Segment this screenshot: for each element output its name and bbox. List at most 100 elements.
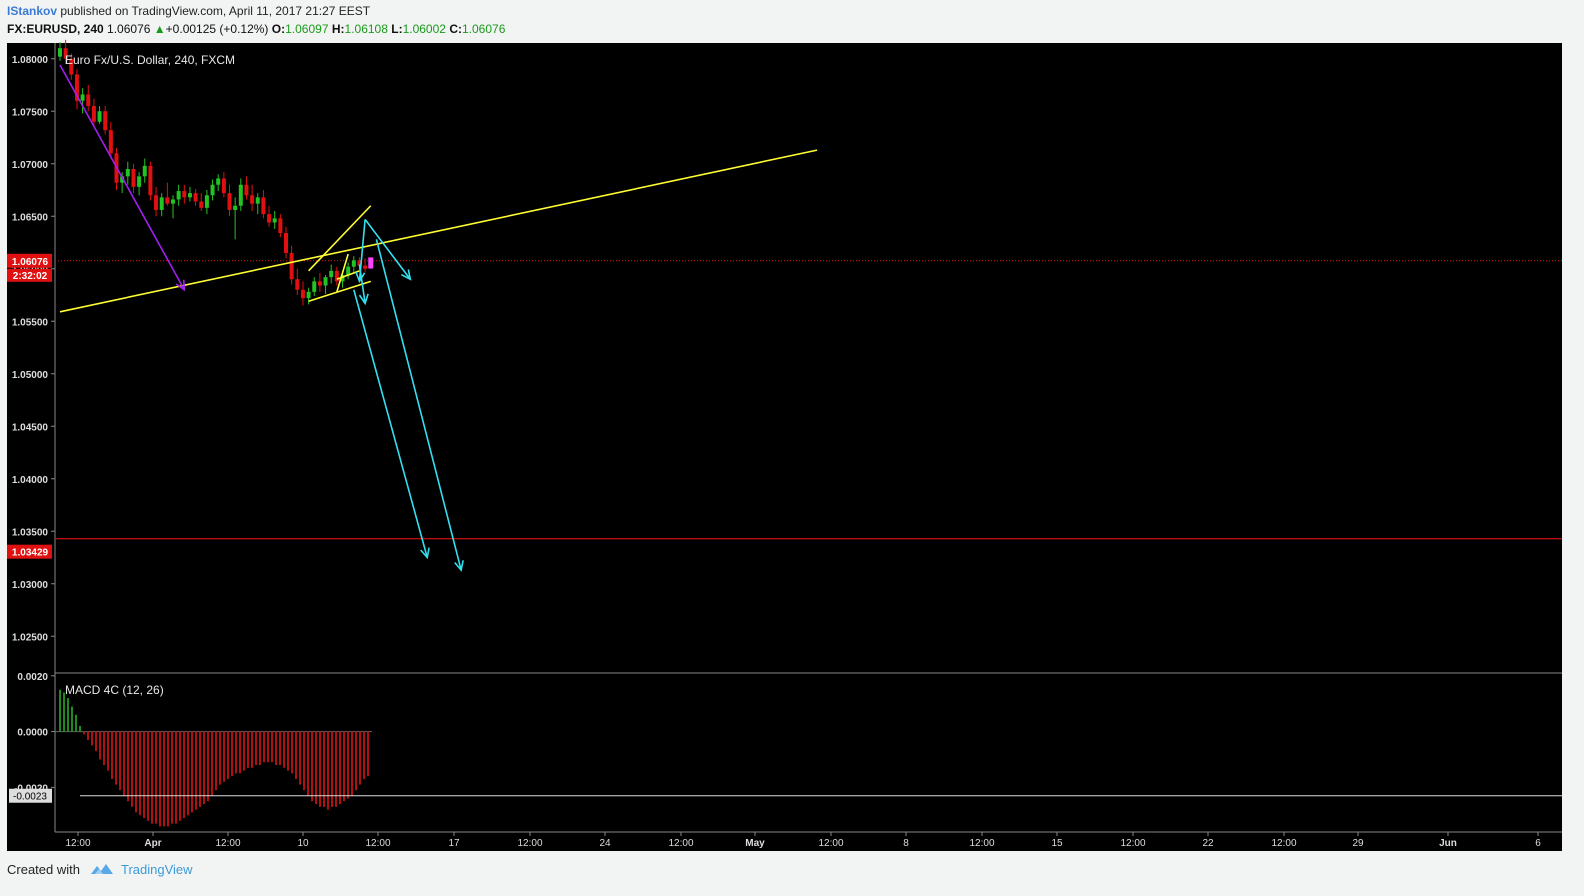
candle-body xyxy=(284,233,288,253)
time-tick-label: 12:00 xyxy=(365,838,390,849)
purple-down-arrow-head xyxy=(175,279,186,292)
candle-body xyxy=(317,281,322,286)
candle-body xyxy=(278,218,283,234)
cyan-arrow-4-head xyxy=(420,547,430,560)
macd-badge-label: -0.0023 xyxy=(13,792,47,803)
high-value: 1.06108 xyxy=(344,22,388,36)
candle-body xyxy=(329,270,334,278)
wedge-lower-trendline xyxy=(308,280,371,303)
tradingview-logo-icon[interactable] xyxy=(90,862,114,879)
time-tick-label: 24 xyxy=(599,838,611,849)
last-candle-highlight xyxy=(368,257,374,269)
price-tick-label: 1.03500 xyxy=(12,527,49,538)
candle-body xyxy=(159,197,164,210)
cyan-arrow-4 xyxy=(353,289,429,558)
close-label: C: xyxy=(449,22,462,36)
candle-body xyxy=(289,253,294,280)
candle-body xyxy=(346,266,351,276)
candle-body xyxy=(182,191,187,198)
candle-body xyxy=(295,279,300,290)
time-tick-label: 22 xyxy=(1202,838,1214,849)
time-tick-label: 12:00 xyxy=(215,838,240,849)
publish-info: IStankov published on TradingView.com, A… xyxy=(7,4,370,18)
time-tick-label: Jun xyxy=(1439,838,1457,849)
time-tick-label: 12:00 xyxy=(969,838,994,849)
time-tick-label: 15 xyxy=(1051,838,1063,849)
candle-body xyxy=(69,58,74,75)
cyan-arrow-1-head xyxy=(358,293,369,306)
candle-body xyxy=(171,199,175,204)
symbol-label: FX:EURUSD, 240 xyxy=(7,22,104,36)
candle-body xyxy=(148,165,153,196)
cyan-arrow-5 xyxy=(375,239,462,571)
time-tick-label: 10 xyxy=(297,838,309,849)
time-tick-label: Apr xyxy=(144,838,161,849)
cyan-arrow-2 xyxy=(358,219,366,282)
published-text: published on TradingView.com, April 11, … xyxy=(60,4,371,18)
candle-body xyxy=(74,74,79,101)
candle-body xyxy=(199,201,204,208)
close-value: 1.06076 xyxy=(461,22,506,36)
candle-body xyxy=(221,178,226,194)
time-tick-label: 12:00 xyxy=(1271,838,1296,849)
tradingview-link[interactable]: TradingView xyxy=(121,862,193,877)
author-link[interactable]: IStankov xyxy=(7,4,58,18)
cyan-arrow-3-head xyxy=(401,269,412,281)
candle-body xyxy=(340,275,345,282)
candle-body xyxy=(58,48,62,57)
change-value: +0.00125 (+0.12%) xyxy=(165,22,269,36)
low-label: L: xyxy=(391,22,403,36)
time-tick-label: 6 xyxy=(1535,838,1541,849)
candle-body xyxy=(261,197,266,215)
candle-body xyxy=(216,178,221,185)
time-tick-label: 12:00 xyxy=(818,838,843,849)
chart-background xyxy=(7,43,1562,851)
price-tick-label: 1.03000 xyxy=(12,580,49,591)
candle-body xyxy=(63,48,68,59)
candle-body xyxy=(193,193,198,202)
candle-body xyxy=(97,111,102,122)
candle-body xyxy=(357,260,362,266)
wedge-upper-trendline xyxy=(308,205,372,272)
time-tick-label: 12:00 xyxy=(668,838,693,849)
time-tick-label: 8 xyxy=(903,838,909,849)
time-tick-label: 12:00 xyxy=(517,838,542,849)
time-tick-label: 29 xyxy=(1352,838,1364,849)
chart-title: Euro Fx/U.S. Dollar, 240, FXCM xyxy=(65,53,235,67)
candle-body xyxy=(363,265,368,269)
candle-body xyxy=(120,176,125,183)
change-up-icon: ▲ xyxy=(153,22,166,36)
countdown-label: 2:32:02 xyxy=(13,271,48,282)
open-value: 1.06097 xyxy=(285,22,329,36)
candle-body xyxy=(227,193,232,210)
candle-body xyxy=(154,195,159,210)
current-price-label: 1.06076 xyxy=(12,257,49,268)
candle-body xyxy=(80,94,85,101)
open-label: O: xyxy=(271,22,286,36)
candle-body xyxy=(306,291,311,299)
price-tick-label: 1.04000 xyxy=(12,475,49,486)
countdown-badge xyxy=(7,268,52,282)
time-tick-label: May xyxy=(745,838,765,849)
purple-down-arrow xyxy=(59,64,186,291)
candle-body xyxy=(187,193,192,198)
price-tick-label: 1.05000 xyxy=(12,370,49,381)
inner-upper-trendline xyxy=(336,253,349,293)
candle-body xyxy=(125,169,130,177)
candle-body xyxy=(255,197,260,204)
candle-body xyxy=(86,94,91,106)
created-with-text: Created with xyxy=(7,862,80,877)
target-price-label: 1.03429 xyxy=(12,548,49,559)
candle-body xyxy=(142,165,147,177)
time-tick-label: 12:00 xyxy=(65,838,90,849)
candle-body xyxy=(323,277,328,286)
candle-body xyxy=(238,184,243,206)
macd-tick-label: 0.0000 xyxy=(17,728,48,739)
price-tick-label: 1.08000 xyxy=(12,55,49,66)
macd-label: MACD 4C (12, 26) xyxy=(65,683,164,697)
candle-body xyxy=(165,197,170,204)
candle-body xyxy=(244,184,249,196)
candle-body xyxy=(91,106,96,122)
price-tick-label: 1.02500 xyxy=(12,632,49,643)
